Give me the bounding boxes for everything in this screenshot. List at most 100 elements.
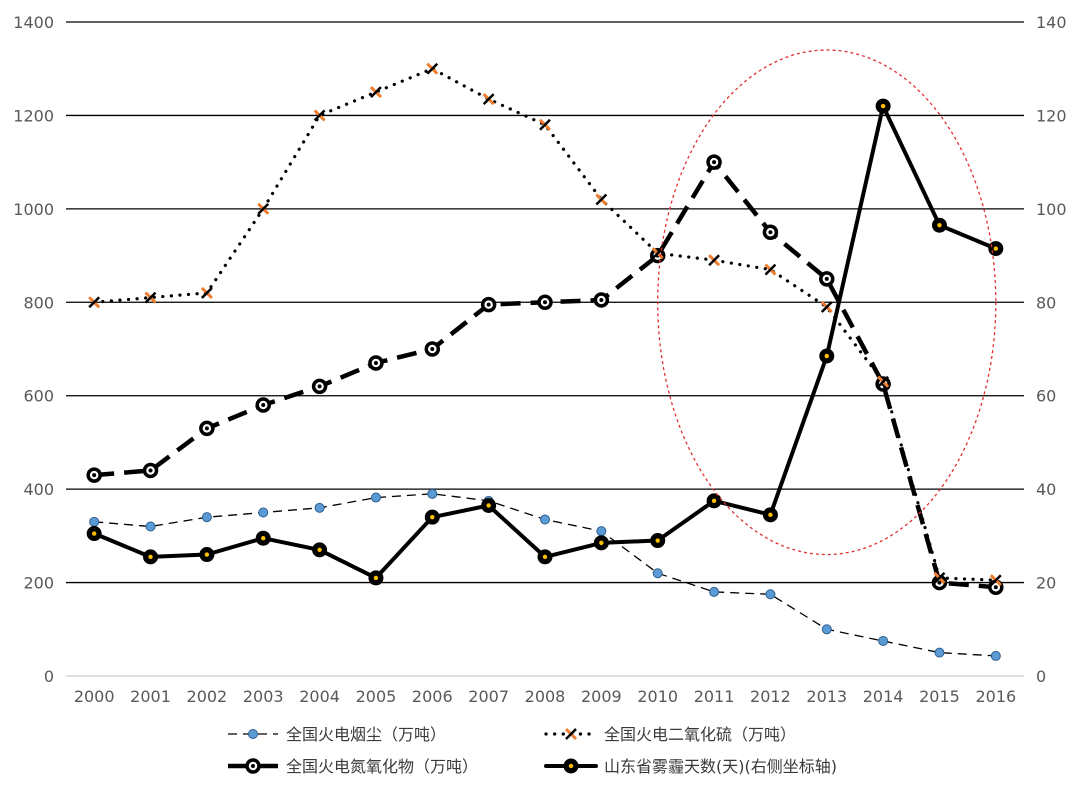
data-point [424,341,441,357]
left-y-axis-tick-labels: 0 200 400 600 800 1000 1200 1400 [13,13,54,686]
x-tick-label: 2004 [299,687,340,706]
data-point [481,497,497,513]
y-right-tick-label: 100 [1036,200,1067,219]
x-tick-label: 2009 [581,687,622,706]
x-tick-label: 2015 [919,687,960,706]
y-left-tick-label: 200 [23,574,54,593]
y-left-tick-label: 1400 [13,13,54,32]
data-point [199,420,215,437]
x-tick-label: 2012 [750,687,791,706]
y-right-tick-label: 0 [1036,667,1046,686]
x-tick-label: 2011 [694,687,735,706]
highlight-ellipse [657,49,997,556]
data-point [820,300,833,314]
data-point [595,193,608,206]
data-point [245,758,261,774]
data-point [596,526,607,537]
legend-label: 山东省雾霾天数(天)(右侧坐标轴) [604,757,837,776]
data-point [819,348,835,364]
x-tick-label: 2007 [468,687,509,706]
data-point [819,271,835,287]
data-point [145,521,156,532]
data-point [255,530,271,546]
data-point [764,263,777,276]
data-point [311,378,328,395]
data-point [650,533,666,549]
y-right-tick-label: 80 [1036,293,1056,312]
data-point [201,512,212,523]
y-left-tick-label: 400 [23,480,54,499]
data-point [255,397,271,413]
data-point [258,507,269,518]
x-tick-label: 2008 [525,687,566,706]
x-tick-label: 2010 [637,687,678,706]
x-tick-label: 2003 [243,687,284,706]
y-right-tick-label: 40 [1036,480,1056,499]
y-right-tick-label: 140 [1036,13,1067,32]
data-point [88,296,101,309]
legend-label: 全国火电烟尘（万吨） [286,725,446,744]
data-point [313,109,326,122]
x-tick-label: 2002 [187,687,228,706]
x-tick-label: 2000 [74,687,115,706]
x-tick-label: 2014 [863,687,904,706]
data-point [593,535,609,551]
legend-item: 全国火电二氧化硫（万吨） [544,725,796,744]
data-point [482,93,495,106]
data-point [652,568,663,579]
data-point [142,462,159,479]
data-point [762,507,778,523]
data-point [706,154,722,170]
data-point [314,502,325,513]
annotations [657,49,997,556]
data-point [765,589,776,600]
y-left-tick-label: 600 [23,387,54,406]
data-point [86,467,102,483]
right-y-axis-tick-labels: 0 20 40 60 80 100 120 140 [1036,13,1067,686]
data-point [199,547,215,563]
data-point [368,355,384,371]
data-point [988,241,1004,257]
x-tick-label: 2016 [975,687,1016,706]
data-point [424,509,440,525]
series-2 [88,62,1002,587]
y-right-tick-label: 120 [1036,106,1067,125]
x-axis-tick-labels: 2000 2001 2002 2003 2004 2005 2006 2007 2008 2009… [74,687,1016,706]
data-point [563,758,579,774]
series-3 [86,154,1004,595]
y-right-tick-label: 60 [1036,387,1056,406]
data-point [370,492,381,503]
data-point [368,570,384,586]
data-point [875,98,891,114]
x-tick-label: 2013 [806,687,847,706]
y-left-tick-label: 800 [23,293,54,312]
data-point [877,375,890,388]
data-point [564,727,578,741]
data-point [990,650,1001,661]
data-point [538,118,552,131]
data-point [989,574,1002,587]
data-point [706,493,722,509]
data-point [426,62,439,75]
x-tick-label: 2006 [412,687,453,706]
data-point [480,296,497,313]
data-point [248,729,258,739]
data-point [709,586,720,597]
data-point [89,516,100,527]
data-point [427,488,438,499]
y-right-tick-label: 20 [1036,574,1056,593]
series-line [92,67,998,582]
x-tick-label: 2001 [130,687,171,706]
series-1 [89,488,1001,661]
data-point [200,286,213,300]
data-point [257,202,270,215]
data-point [707,254,721,267]
data-point [762,224,779,240]
data-point [821,624,832,635]
legend-item: 全国火电氮氧化物（万吨） [228,757,478,776]
data-point [540,514,550,525]
data-point [86,526,102,542]
legend-label: 全国火电二氧化硫（万吨） [604,725,796,744]
